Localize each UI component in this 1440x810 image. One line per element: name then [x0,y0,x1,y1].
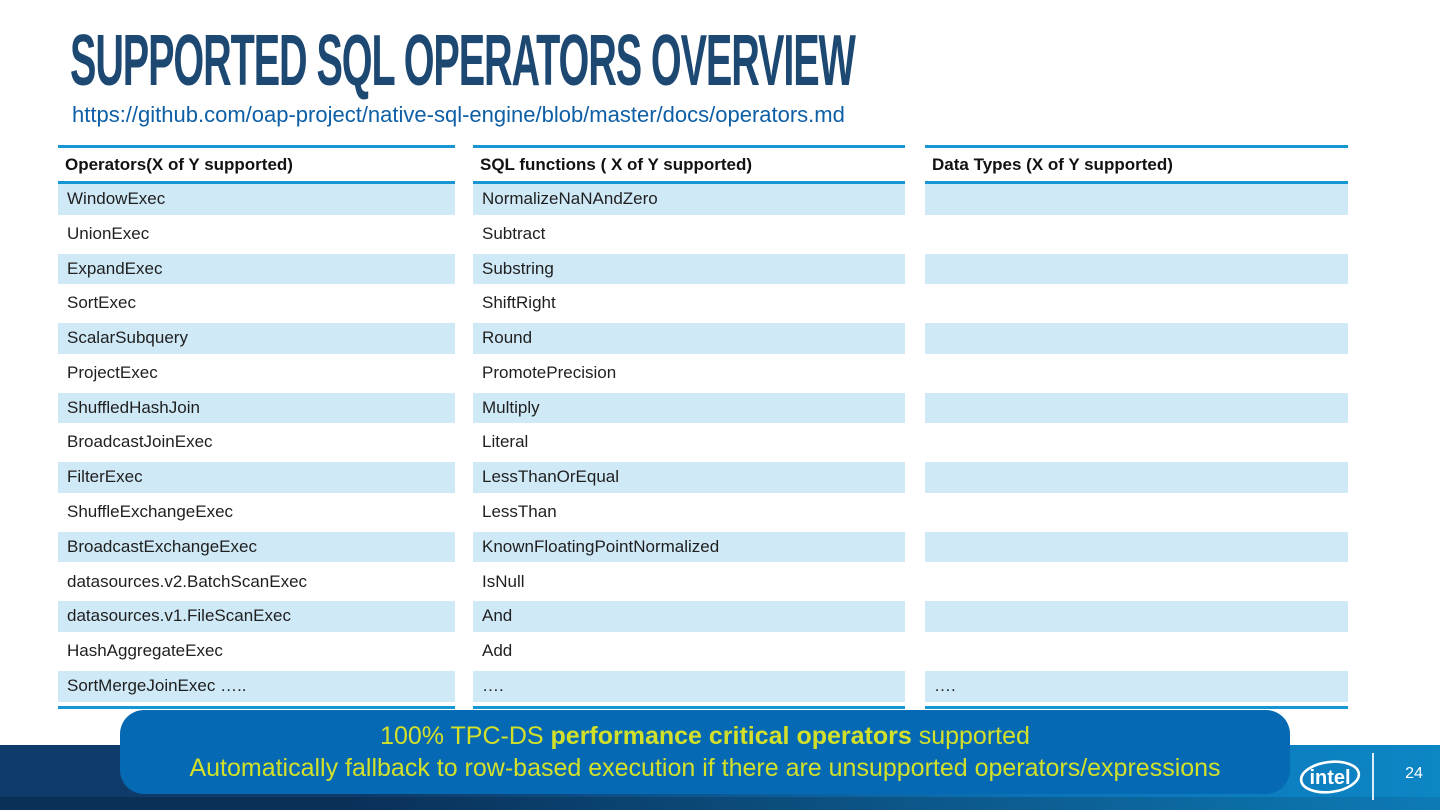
column-header-rule [473,181,905,184]
svg-text:intel: intel [1309,767,1350,789]
table-row: ExpandExec [58,253,455,285]
column-top-rule [925,145,1348,148]
table-row [925,323,1348,354]
table-row: LessThanOrEqual [473,462,905,493]
sql-functions-column-header: SQL functions ( X of Y supported) [480,155,753,174]
column-top-rule [473,145,905,148]
table-row [925,601,1348,632]
banner-line-1: 100% TPC-DS performance critical operato… [380,722,1030,750]
column-header-rule [925,181,1348,184]
table-row: Subtract [482,223,546,243]
table-row [925,392,1348,424]
table-row: SortMergeJoinExec ….. [58,670,455,702]
table-row: Add [482,641,513,661]
table-row [925,253,1348,285]
table-row: datasources.v2.BatchScanExec [67,571,308,591]
github-link[interactable]: https://github.com/oap-project/native-sq… [72,102,845,127]
sql-functions-column: SQL functions ( X of Y supported) Normal… [473,145,905,709]
operators-column-header: Operators(X of Y supported) [65,155,293,174]
column-bottom-rule [925,705,1348,709]
table-row: …. [473,670,905,702]
table-row [925,462,1348,493]
page-title: SUPPORTED SQL OPERATORS OVERVIEW [70,21,856,101]
column-bottom-rule [473,705,905,709]
data-types-rows: …. [925,184,1348,702]
table-row [925,427,1348,458]
column-header-rule [58,181,455,184]
table-row [925,219,1348,250]
table-row: ScalarSubquery [58,323,455,354]
table-row: …. [925,670,1348,702]
data-types-column-header: Data Types (X of Y supported) [932,155,1173,174]
table-row: FilterExec [58,462,455,493]
table-row: UnionExec [67,223,150,243]
column-bottom-rule [58,705,455,709]
footer-edge [0,797,1440,810]
table-row [925,567,1348,598]
page-number: 24 [1405,765,1423,782]
table-row: ProjectExec [67,362,158,382]
operators-rows: WindowExec UnionExec ExpandExec SortExec Sca… [58,184,455,702]
summary-banner: 100% TPC-DS performance critical operato… [120,710,1290,794]
sql-functions-rows: NormalizeNaNAndZero Subtract Substring Shif… [473,184,905,702]
table-row: SortExec [67,293,136,313]
table-row [925,358,1348,389]
table-row [925,184,1348,215]
table-row: Literal [482,432,529,452]
table-row: Substring [473,253,905,285]
banner-line-2: Automatically fallback to row-based exec… [189,754,1221,782]
table-row: NormalizeNaNAndZero [473,184,905,215]
table-row: Round [473,323,905,354]
footer-divider [1372,753,1374,800]
intel-logo: intel [1299,760,1361,794]
table-row [925,531,1348,563]
table-row: And [473,601,905,632]
table-row: IsNull [482,571,525,591]
table-row [925,636,1348,667]
table-row [925,497,1348,528]
table-row: ShiftRight [482,293,556,313]
table-row: ShuffledHashJoin [58,392,455,424]
table-row [925,288,1348,319]
table-row: BroadcastExchangeExec [58,531,455,563]
table-row: HashAggregateExec [67,641,223,661]
data-types-column: Data Types (X of Y supported) …. [925,145,1348,709]
operators-column: Operators(X of Y supported) WindowExec Un… [58,145,455,709]
table-row: Multiply [473,392,905,424]
column-top-rule [58,145,455,148]
table-row: ShuffleExchangeExec [67,502,234,522]
table-row: WindowExec [58,184,455,215]
table-row: BroadcastJoinExec [67,432,213,452]
table-row: KnownFloatingPointNormalized [473,531,905,563]
table-row: datasources.v1.FileScanExec [58,601,455,632]
table-row: PromotePrecision [482,362,617,382]
table-row: LessThan [482,502,557,522]
